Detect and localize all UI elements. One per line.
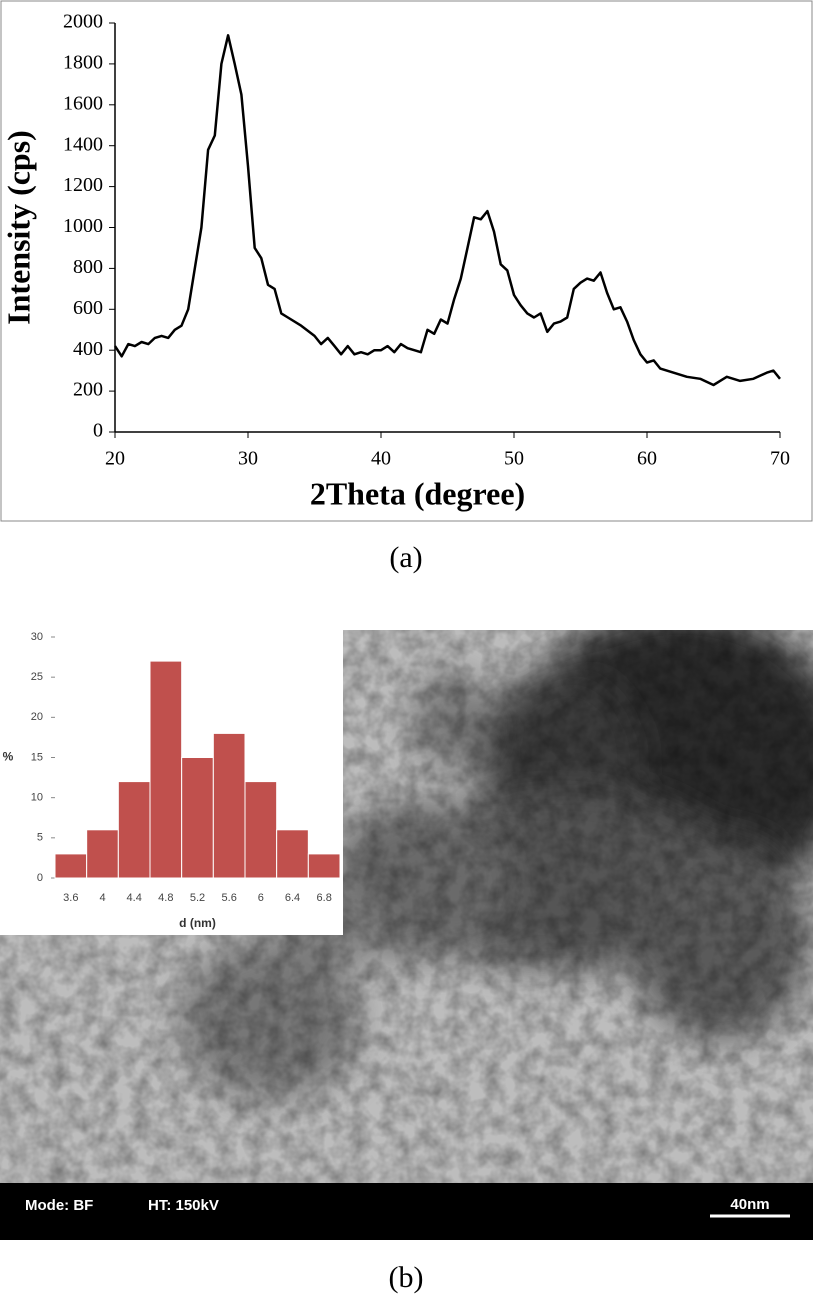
x-axis-label: d (nm) [179, 916, 216, 930]
x-tick-label: 50 [504, 448, 524, 470]
y-tick-label: 1200 [63, 174, 103, 196]
x-tick-label: 6 [258, 892, 264, 904]
chart-frame [0, 0, 813, 522]
y-tick-label: 0 [93, 420, 103, 442]
y-tick-label: 1600 [63, 92, 103, 114]
y-tick-label: 2000 [63, 11, 103, 33]
scale-bar-label: 40nm [730, 1196, 769, 1213]
caption: (a) [389, 541, 422, 574]
info-bar [0, 1183, 813, 1240]
y-tick-label: 1400 [63, 133, 103, 155]
x-tick-label: 6.8 [317, 892, 332, 904]
y-tick-label: 5 [37, 832, 43, 844]
x-tick-label: 5.2 [190, 892, 205, 904]
bar [212, 732, 246, 879]
x-axis-label: 2Theta (degree) [310, 475, 525, 511]
x-tick-label: 60 [637, 448, 657, 470]
mode-label: Mode: BF [25, 1197, 93, 1214]
y-tick-label: 800 [73, 256, 103, 278]
data-line [113, 34, 781, 387]
y-tick-label: 30 [31, 631, 43, 643]
x-tick-label: 5.6 [222, 892, 237, 904]
x-tick-label: 4.4 [127, 892, 142, 904]
x-tick-label: 4 [99, 892, 105, 904]
y-tick-label: 1000 [63, 215, 103, 237]
y-tick-label: 15 [31, 751, 43, 763]
y-tick-label: 1800 [63, 51, 103, 73]
bar [149, 660, 183, 879]
y-tick-label: 0 [37, 872, 43, 884]
x-tick-label: 40 [371, 448, 391, 470]
y-tick-label: 200 [73, 379, 103, 401]
bar [54, 853, 88, 879]
x-tick-label: 6.4 [285, 892, 300, 904]
x-tick-label: 30 [238, 448, 258, 470]
y-tick-label: 600 [73, 297, 103, 319]
bar [276, 829, 309, 879]
y-axis-label: Intensity (cps) [0, 130, 36, 325]
x-tick-label: 20 [105, 448, 125, 470]
bar [244, 781, 278, 879]
bar [181, 757, 214, 879]
bar [117, 781, 151, 879]
bar [307, 853, 341, 879]
y-tick-label: 400 [73, 338, 103, 360]
y-tick-label: 20 [31, 711, 43, 723]
x-tick-label: 4.8 [158, 892, 173, 904]
caption: (b) [389, 1261, 424, 1294]
y-tick-label: 10 [31, 792, 43, 804]
y-axis-label: % [3, 750, 14, 764]
bar [86, 829, 119, 879]
ht-label: HT: 150kV [148, 1197, 219, 1214]
x-tick-label: 3.6 [63, 892, 78, 904]
y-tick-label: 25 [31, 671, 43, 683]
x-tick-label: 70 [770, 448, 790, 470]
